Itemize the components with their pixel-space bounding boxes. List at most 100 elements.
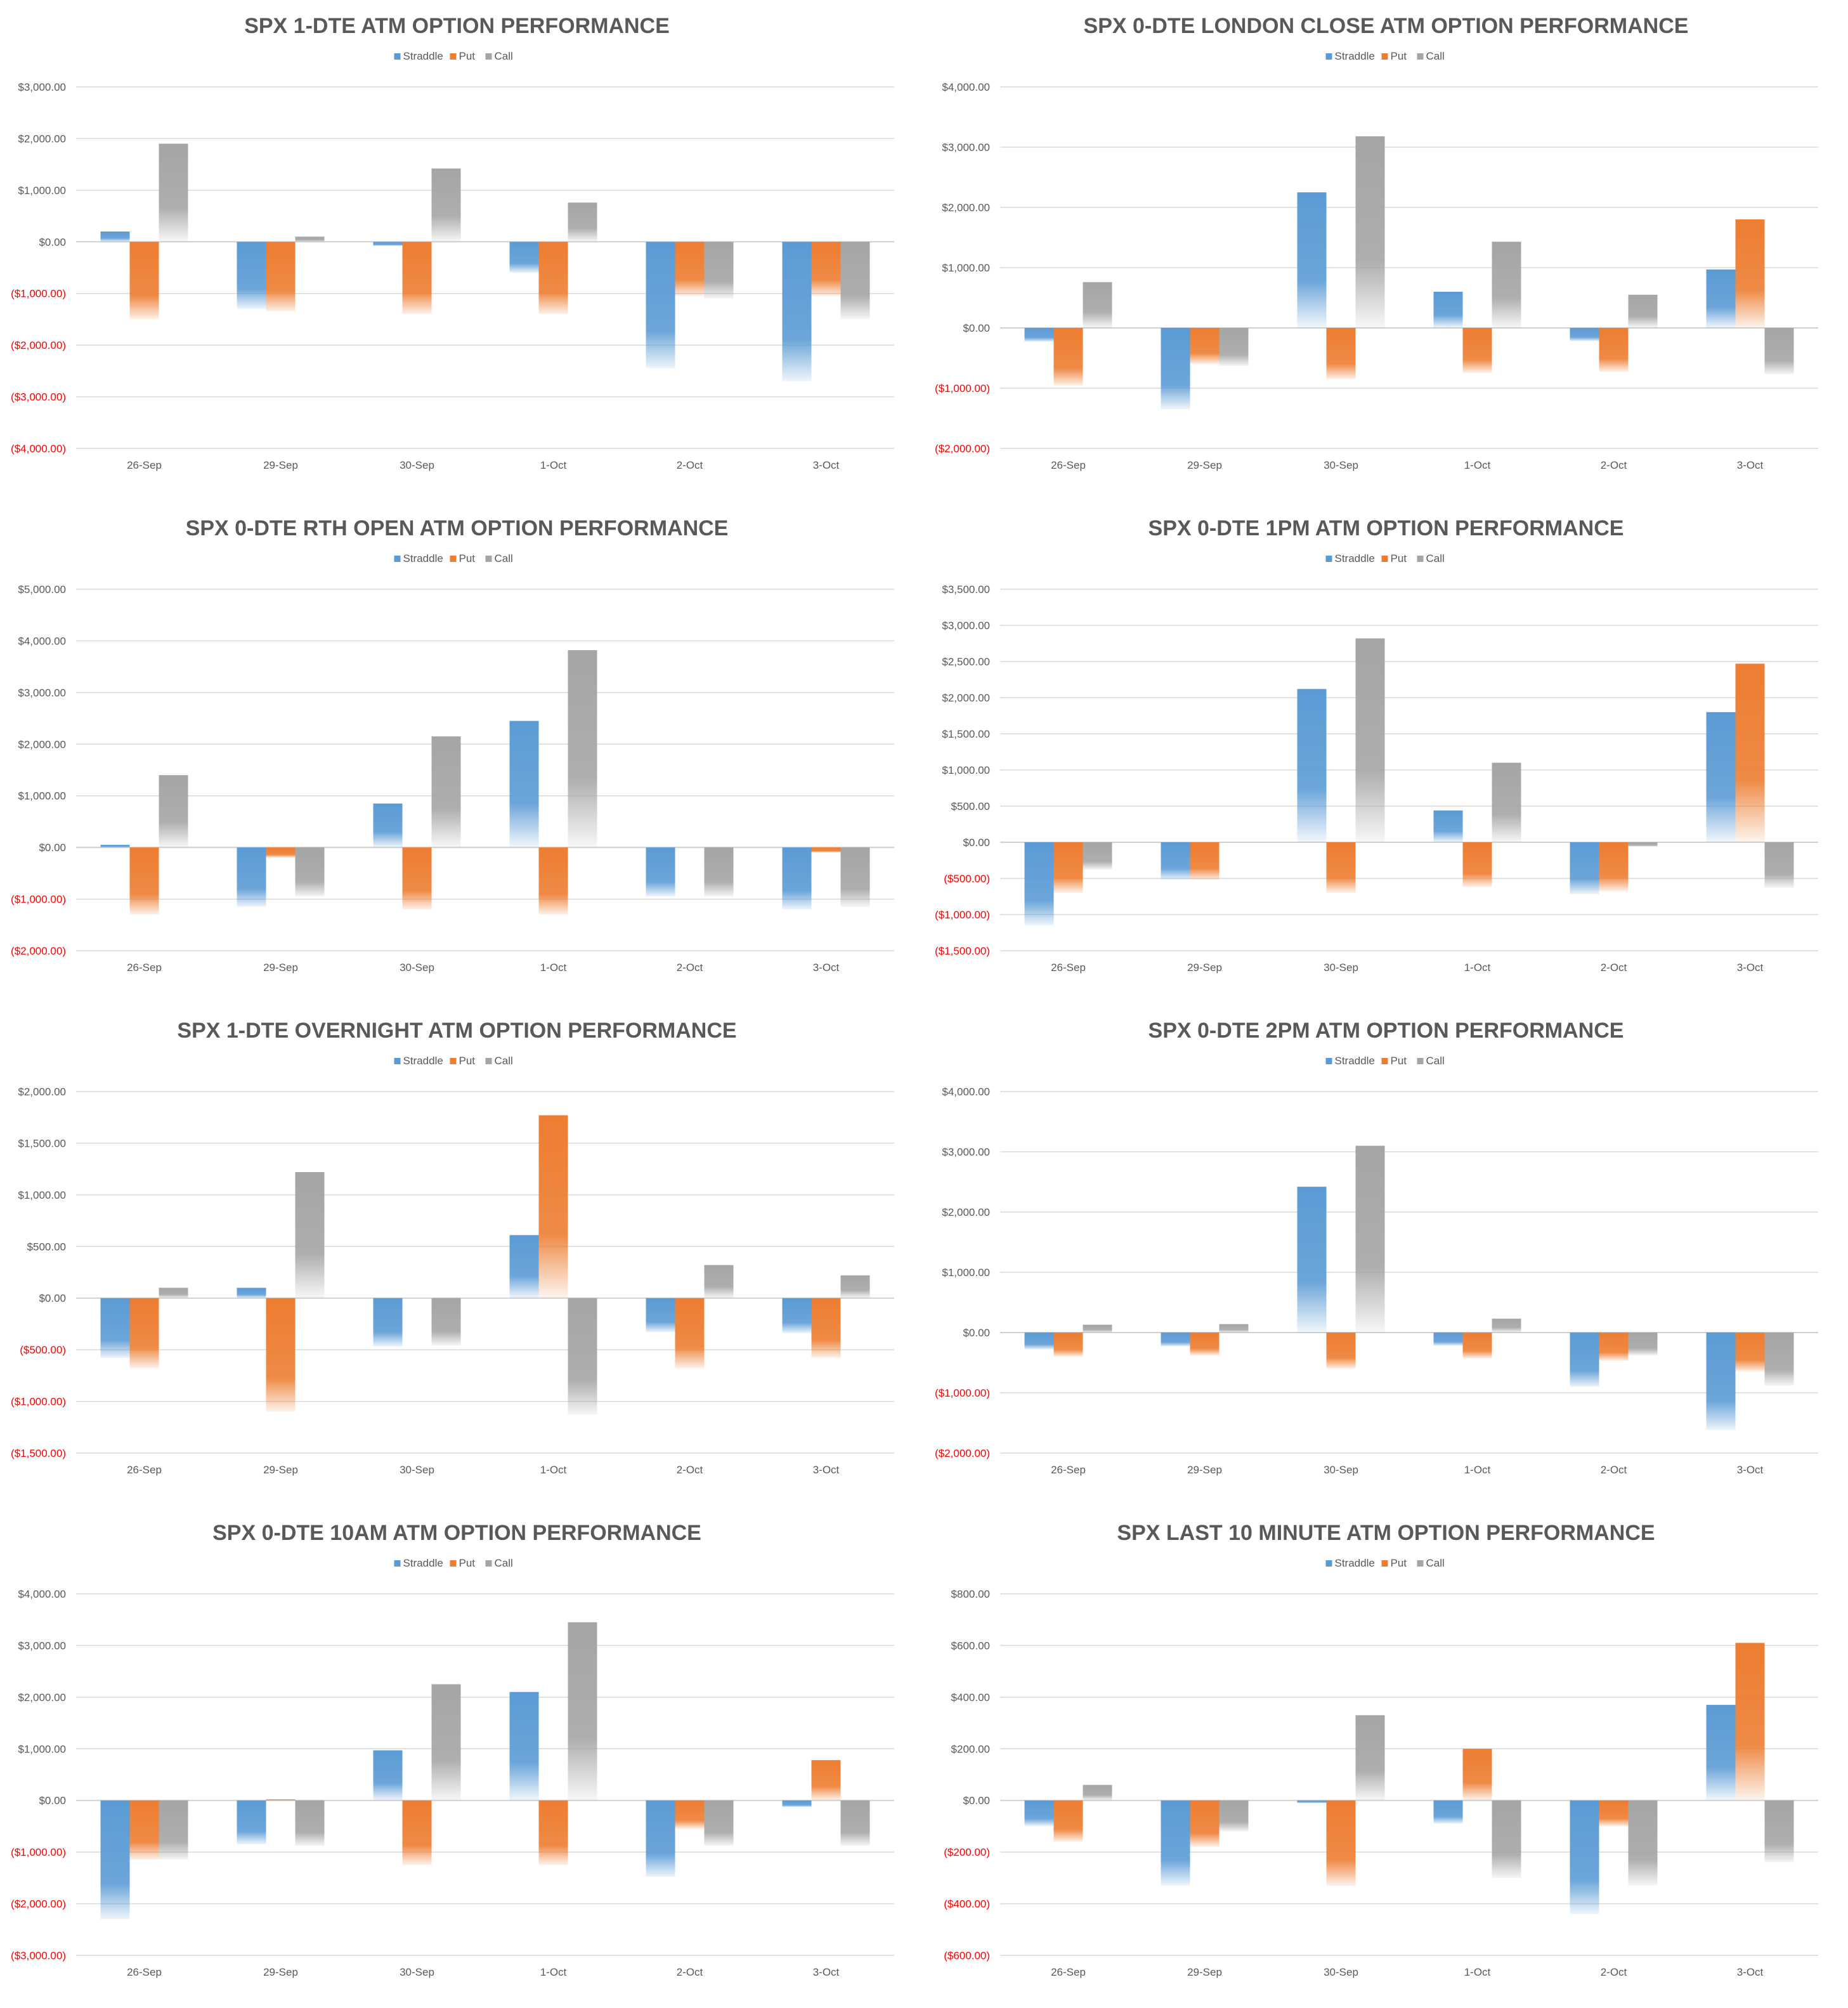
- legend-swatch-straddle: [394, 556, 401, 562]
- bar-put-3-oct: [811, 1298, 841, 1359]
- legend-swatch-put: [450, 1560, 457, 1567]
- legend-label-straddle: Straddle: [1335, 1055, 1375, 1067]
- bar-straddle-29-sep: [237, 242, 266, 310]
- y-tick-label: $0.00: [39, 1293, 66, 1305]
- legend-label-call: Call: [1426, 552, 1445, 564]
- bar-put-3-oct: [1735, 219, 1765, 328]
- y-tick-label: ($1,000.00): [935, 909, 990, 921]
- bar-straddle-30-sep: [1297, 1187, 1327, 1333]
- bar-put-1-oct: [538, 242, 568, 315]
- x-tick-label: 26-Sep: [1051, 962, 1086, 974]
- bar-call-3-oct: [1764, 842, 1794, 888]
- bar-put-29-sep: [1190, 328, 1220, 364]
- bar-straddle-2-oct: [1570, 1800, 1599, 1914]
- bar-put-3-oct: [1735, 1333, 1765, 1372]
- bar-straddle-30-sep: [373, 242, 403, 246]
- x-tick-label: 3-Oct: [813, 962, 840, 974]
- legend-swatch-put: [1381, 53, 1388, 60]
- bar-put-3-oct: [811, 847, 841, 853]
- bar-call-30-sep: [431, 736, 461, 848]
- bar-call-26-sep: [1083, 842, 1112, 870]
- bar-call-26-sep: [159, 775, 188, 848]
- legend-swatch-call: [485, 1560, 492, 1567]
- bar-straddle-3-oct: [782, 1298, 812, 1334]
- bar-straddle-2-oct: [1570, 1333, 1599, 1387]
- bar-call-1-oct: [568, 650, 597, 848]
- chart-svg: SPX 1-DTE ATM OPTION PERFORMANCE Straddle…: [11, 14, 894, 471]
- bar-put-1-oct: [1462, 842, 1492, 887]
- y-tick-label: ($1,500.00): [11, 1447, 66, 1459]
- bar-put-2-oct: [675, 1298, 705, 1369]
- y-tick-label: ($500.00): [20, 1344, 66, 1356]
- bar-put-3-oct: [811, 242, 841, 296]
- x-tick-label: 2-Oct: [1601, 1966, 1627, 1978]
- y-tick-label: ($500.00): [944, 873, 990, 885]
- x-tick-label: 29-Sep: [263, 1464, 298, 1476]
- chart-title: SPX 0-DTE 2PM ATM OPTION PERFORMANCE: [1148, 1019, 1624, 1043]
- bar-straddle-29-sep: [1161, 1800, 1190, 1886]
- bar-straddle-26-sep: [1024, 328, 1054, 342]
- bar-call-2-oct: [704, 1800, 734, 1846]
- x-tick-label: 29-Sep: [263, 1966, 298, 1978]
- y-tick-label: $0.00: [39, 236, 66, 248]
- y-tick-label: ($2,000.00): [935, 443, 990, 455]
- bar-call-2-oct: [1628, 1800, 1658, 1886]
- bar-call-1-oct: [568, 1622, 597, 1801]
- x-tick-label: 29-Sep: [1187, 962, 1222, 974]
- y-tick-label: ($3,000.00): [11, 391, 66, 403]
- y-tick-label: ($400.00): [944, 1898, 990, 1910]
- bar-call-29-sep: [295, 1800, 325, 1846]
- bar-put-2-oct: [1599, 1333, 1629, 1361]
- chart-panel-6: SPX 0-DTE 2PM ATM OPTION PERFORMANCE Stra…: [924, 1005, 1848, 1506]
- legend-label-put: Put: [1391, 50, 1407, 62]
- bar-call-3-oct: [840, 1800, 870, 1846]
- bar-call-1-oct: [1492, 1800, 1521, 1878]
- x-tick-label: 30-Sep: [400, 962, 434, 974]
- legend-label-straddle: Straddle: [403, 552, 443, 564]
- bar-straddle-26-sep: [100, 845, 130, 848]
- bar-call-26-sep: [1083, 1324, 1112, 1333]
- bar-put-3-oct: [1735, 1643, 1765, 1801]
- legend-label-put: Put: [459, 1557, 476, 1569]
- chart-title: SPX 1-DTE ATM OPTION PERFORMANCE: [244, 14, 670, 38]
- y-tick-label: $0.00: [963, 1795, 990, 1807]
- y-tick-label: ($2,000.00): [11, 1898, 66, 1910]
- legend-label-put: Put: [459, 50, 476, 62]
- bar-call-2-oct: [1628, 294, 1658, 328]
- bar-put-30-sep: [402, 847, 432, 909]
- y-tick-label: $1,000.00: [942, 262, 990, 274]
- y-tick-label: $0.00: [963, 837, 990, 849]
- y-tick-label: ($1,000.00): [11, 1846, 66, 1858]
- bar-straddle-3-oct: [1706, 1705, 1736, 1801]
- y-tick-label: ($4,000.00): [11, 443, 66, 455]
- x-tick-label: 26-Sep: [127, 962, 162, 974]
- x-tick-label: 1-Oct: [540, 459, 567, 471]
- chart-svg: SPX 0-DTE 1PM ATM OPTION PERFORMANCE Stra…: [935, 516, 1818, 974]
- bar-put-1-oct: [538, 1800, 568, 1865]
- bar-straddle-26-sep: [100, 1800, 130, 1919]
- legend-label-put: Put: [1391, 552, 1407, 564]
- y-tick-label: $2,000.00: [942, 202, 990, 214]
- y-tick-label: $1,500.00: [18, 1137, 66, 1149]
- chart-panel-5: SPX 1-DTE OVERNIGHT ATM OPTION PERFORMAN…: [0, 1005, 924, 1506]
- x-tick-label: 30-Sep: [1324, 459, 1358, 471]
- x-tick-label: 1-Oct: [540, 1966, 567, 1978]
- y-tick-label: ($1,000.00): [935, 1387, 990, 1399]
- legend-label-call: Call: [1426, 50, 1445, 62]
- bar-put-26-sep: [1053, 842, 1083, 893]
- x-tick-label: 26-Sep: [127, 1966, 162, 1978]
- bar-put-30-sep: [402, 1800, 432, 1865]
- y-tick-label: $4,000.00: [18, 1588, 66, 1600]
- legend-swatch-call: [1417, 1058, 1424, 1064]
- chart-svg: SPX 1-DTE OVERNIGHT ATM OPTION PERFORMAN…: [11, 1019, 894, 1476]
- bar-straddle-30-sep: [1297, 192, 1327, 328]
- bar-call-29-sep: [1219, 328, 1249, 366]
- y-tick-label: ($3,000.00): [11, 1950, 66, 1962]
- chart-title: SPX 0-DTE 1PM ATM OPTION PERFORMANCE: [1148, 516, 1624, 540]
- bar-call-2-oct: [704, 847, 734, 897]
- y-tick-label: $0.00: [963, 322, 990, 334]
- x-tick-label: 2-Oct: [1601, 1464, 1627, 1476]
- bar-straddle-29-sep: [1161, 1333, 1190, 1346]
- legend-swatch-straddle: [394, 1560, 401, 1567]
- bar-put-29-sep: [1190, 1800, 1220, 1847]
